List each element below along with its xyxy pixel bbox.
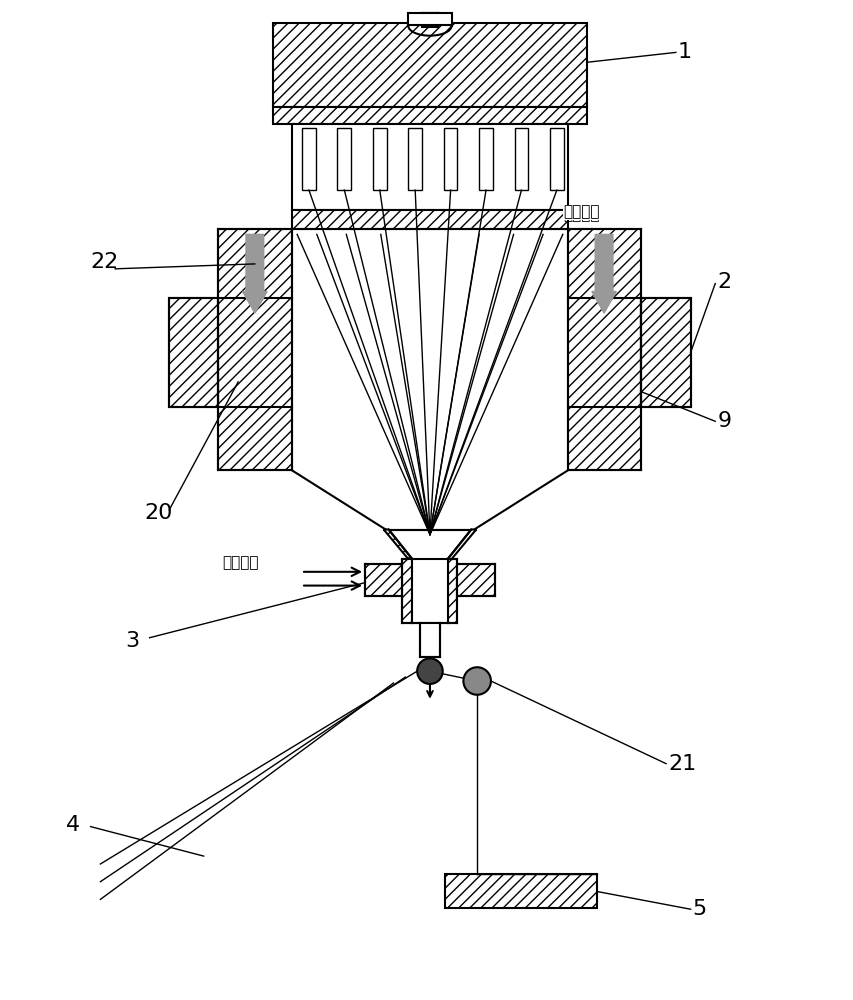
Bar — [272, 107, 587, 124]
Text: 压缩气源: 压缩气源 — [562, 205, 599, 220]
Bar — [272, 23, 587, 107]
Bar — [218, 229, 292, 470]
Text: 5: 5 — [692, 899, 706, 919]
Text: 4: 4 — [66, 815, 80, 835]
Polygon shape — [292, 470, 567, 530]
Circle shape — [463, 667, 490, 695]
Text: 压缩气源: 压缩气源 — [562, 208, 599, 223]
Bar — [292, 124, 567, 210]
Text: 22: 22 — [90, 252, 119, 272]
Bar — [421, 13, 438, 27]
Polygon shape — [383, 530, 412, 559]
Text: 3: 3 — [125, 631, 139, 651]
Text: 9: 9 — [717, 411, 730, 431]
Polygon shape — [447, 530, 476, 559]
Bar — [408, 13, 451, 25]
Circle shape — [416, 658, 442, 684]
Bar — [444, 128, 457, 190]
Bar — [447, 559, 457, 623]
Bar — [641, 298, 690, 407]
Bar — [444, 874, 596, 908]
Bar — [169, 298, 218, 407]
Text: 21: 21 — [667, 754, 695, 774]
Bar — [373, 128, 386, 190]
Bar — [549, 128, 563, 190]
Bar — [337, 128, 351, 190]
Bar — [364, 564, 402, 596]
FancyArrow shape — [591, 234, 616, 313]
Bar — [457, 564, 494, 596]
Text: 20: 20 — [144, 503, 173, 523]
Bar — [408, 128, 421, 190]
Bar — [169, 298, 218, 407]
Bar — [479, 128, 492, 190]
Text: 高速气流: 高速气流 — [222, 555, 258, 570]
Bar — [641, 298, 690, 407]
Text: 1: 1 — [677, 42, 691, 62]
Bar — [412, 559, 447, 623]
Bar — [302, 128, 316, 190]
Bar — [567, 229, 641, 470]
Bar — [402, 559, 412, 623]
Bar — [292, 210, 567, 229]
Bar — [514, 128, 528, 190]
FancyArrow shape — [242, 234, 267, 313]
Bar — [420, 623, 439, 657]
Text: 2: 2 — [717, 272, 730, 292]
